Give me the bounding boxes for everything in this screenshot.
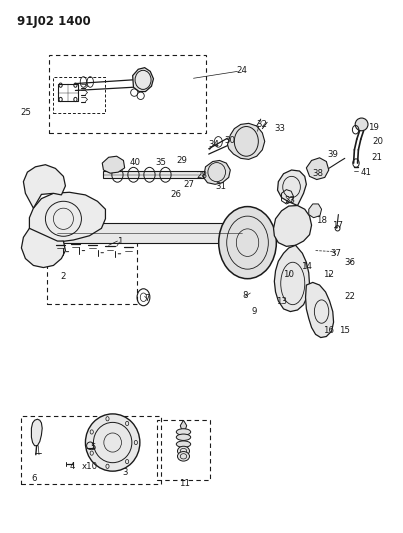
Text: 7: 7 bbox=[145, 294, 150, 303]
Text: 5: 5 bbox=[91, 443, 96, 453]
Text: 16: 16 bbox=[323, 326, 334, 335]
Polygon shape bbox=[228, 123, 265, 159]
Bar bbox=[49, 55, 206, 133]
Text: 34: 34 bbox=[208, 140, 219, 149]
Text: 35: 35 bbox=[155, 158, 166, 167]
Text: 91J02 1400: 91J02 1400 bbox=[17, 14, 91, 28]
Text: 13: 13 bbox=[276, 297, 287, 306]
Text: 1: 1 bbox=[117, 237, 122, 246]
Text: 38: 38 bbox=[312, 168, 323, 177]
Text: 36: 36 bbox=[344, 258, 355, 266]
Bar bbox=[158, 420, 210, 480]
Text: 8: 8 bbox=[243, 290, 248, 300]
Polygon shape bbox=[133, 68, 154, 92]
Polygon shape bbox=[274, 206, 312, 246]
Ellipse shape bbox=[176, 434, 191, 440]
Text: 17: 17 bbox=[332, 221, 343, 230]
Polygon shape bbox=[29, 192, 106, 242]
Ellipse shape bbox=[219, 207, 276, 279]
Text: 30: 30 bbox=[224, 136, 235, 145]
Polygon shape bbox=[104, 171, 206, 179]
Text: 11: 11 bbox=[179, 479, 190, 488]
Text: 33: 33 bbox=[274, 124, 285, 133]
Text: 29: 29 bbox=[176, 156, 187, 165]
Polygon shape bbox=[21, 228, 65, 268]
Polygon shape bbox=[180, 420, 187, 429]
Text: 41: 41 bbox=[361, 167, 372, 176]
Polygon shape bbox=[31, 419, 42, 446]
Text: 6: 6 bbox=[31, 474, 37, 483]
Text: 39: 39 bbox=[327, 150, 338, 159]
Text: 31: 31 bbox=[215, 182, 226, 191]
Text: 19: 19 bbox=[368, 123, 379, 132]
Text: 27: 27 bbox=[183, 180, 194, 189]
Text: 20: 20 bbox=[372, 138, 383, 147]
Ellipse shape bbox=[176, 429, 191, 435]
Text: 14: 14 bbox=[301, 262, 312, 271]
Ellipse shape bbox=[177, 446, 189, 456]
Text: 32: 32 bbox=[256, 120, 267, 129]
Polygon shape bbox=[274, 245, 310, 312]
Polygon shape bbox=[309, 204, 322, 217]
Polygon shape bbox=[23, 165, 65, 208]
Polygon shape bbox=[305, 282, 334, 337]
Text: 3: 3 bbox=[123, 468, 128, 477]
Polygon shape bbox=[306, 158, 329, 180]
Text: 21: 21 bbox=[371, 153, 382, 162]
Ellipse shape bbox=[85, 414, 140, 471]
Text: 18: 18 bbox=[316, 216, 327, 225]
Text: 28: 28 bbox=[197, 171, 208, 180]
Text: 23: 23 bbox=[285, 196, 296, 205]
Text: 15: 15 bbox=[339, 326, 350, 335]
Ellipse shape bbox=[355, 118, 368, 131]
Bar bbox=[48, 233, 137, 304]
Text: 25: 25 bbox=[20, 108, 31, 117]
Text: 2: 2 bbox=[61, 271, 66, 280]
Text: 12: 12 bbox=[323, 270, 334, 279]
Text: 4: 4 bbox=[70, 463, 75, 471]
Bar bbox=[21, 416, 162, 484]
Polygon shape bbox=[102, 156, 125, 173]
Ellipse shape bbox=[177, 451, 189, 461]
Polygon shape bbox=[278, 170, 306, 206]
Polygon shape bbox=[204, 160, 231, 184]
Text: 22: 22 bbox=[344, 292, 355, 301]
Text: 10: 10 bbox=[283, 270, 294, 279]
Text: 26: 26 bbox=[170, 190, 181, 199]
Text: x10: x10 bbox=[82, 463, 98, 471]
Text: 9: 9 bbox=[251, 306, 257, 316]
Text: 24: 24 bbox=[236, 66, 247, 75]
Text: 37: 37 bbox=[330, 249, 341, 259]
Ellipse shape bbox=[176, 441, 191, 447]
Text: 40: 40 bbox=[130, 158, 141, 167]
Bar bbox=[54, 77, 106, 113]
